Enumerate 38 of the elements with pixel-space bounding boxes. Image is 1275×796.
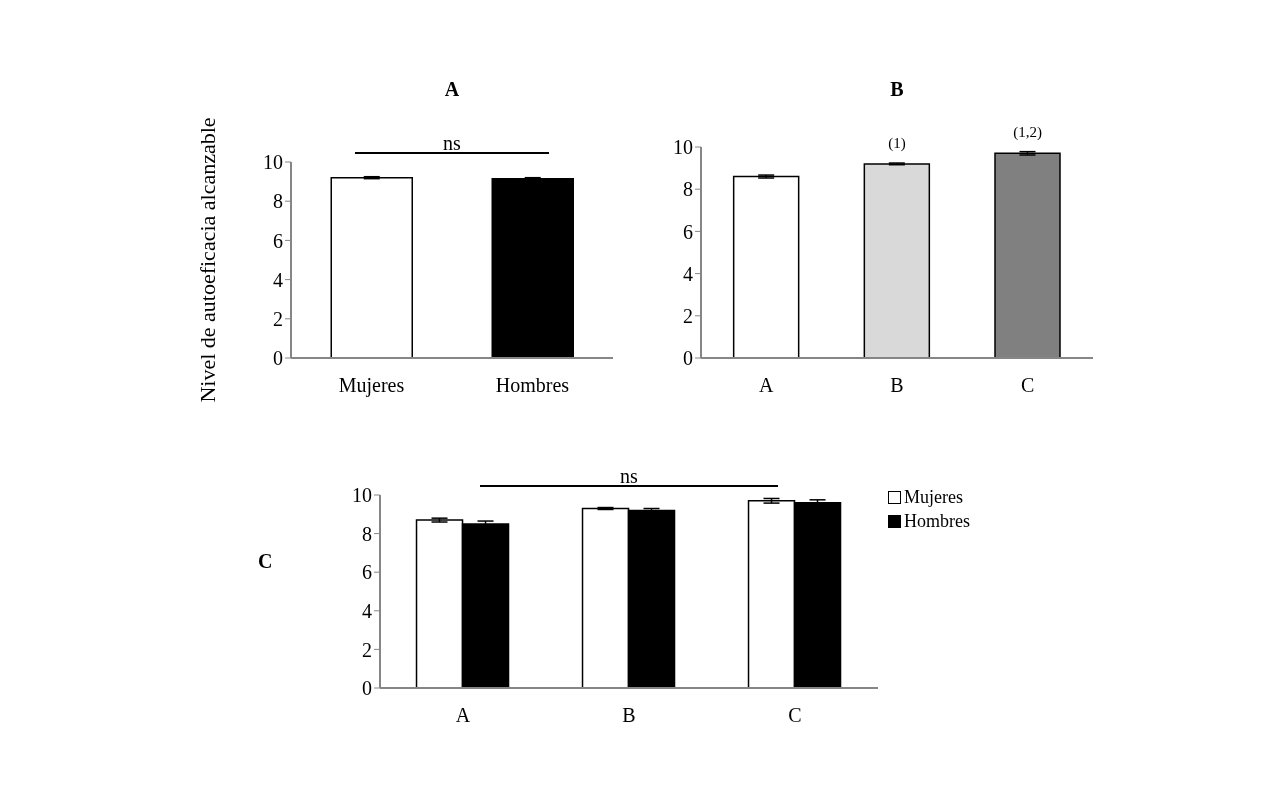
x-tick-label: Hombres: [495, 374, 570, 397]
y-axis-title: Nivel de autoeficacia alcanzable: [194, 117, 220, 403]
y-tick-label: 8: [683, 178, 693, 201]
y-tick-label: 10: [673, 136, 693, 159]
y-tick-label: 2: [362, 638, 372, 661]
y-tick-label: 6: [273, 229, 283, 252]
y-tick-label: 4: [273, 268, 283, 291]
y-tick-label: 10: [352, 484, 372, 507]
y-tick-label: 6: [362, 561, 372, 584]
x-tick-label: C: [1020, 374, 1035, 397]
legend-label: Hombres: [904, 510, 970, 533]
x-tick-label: B: [890, 374, 904, 397]
y-tick-label: 0: [362, 677, 372, 700]
chart-title: A: [443, 78, 461, 101]
x-tick-label: A: [759, 374, 775, 397]
x-tick-label: Mujeres: [338, 374, 405, 398]
bar: [732, 175, 800, 358]
y-tick-label: 8: [362, 522, 372, 545]
y-tick-label: 10: [263, 151, 283, 174]
x-tick-label: C: [788, 704, 802, 727]
annotation: (1,2): [1013, 124, 1043, 142]
annotation: (1): [888, 134, 906, 152]
y-tick-label: 8: [273, 190, 283, 213]
y-tick-label: 2: [683, 304, 693, 327]
text: ns: [619, 465, 639, 487]
x-tick-label: A: [455, 704, 471, 727]
y-tick-label: 0: [683, 347, 693, 370]
y-tick-label: 4: [683, 262, 693, 285]
y-tick-label: 2: [273, 307, 283, 330]
text: C: [258, 550, 273, 573]
text: ns: [442, 132, 462, 154]
legend-label: Mujeres: [904, 486, 963, 509]
bar: [863, 163, 931, 358]
x-tick-label: B: [622, 704, 636, 727]
y-tick-label: 0: [273, 347, 283, 370]
chart-title: B: [889, 78, 905, 101]
y-tick-label: 4: [362, 599, 372, 622]
y-tick-label: 6: [683, 220, 693, 243]
